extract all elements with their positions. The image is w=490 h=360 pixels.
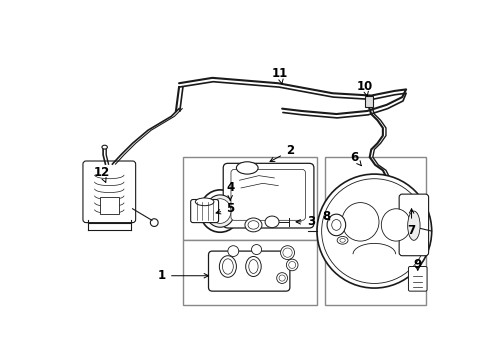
- Ellipse shape: [251, 244, 262, 255]
- Ellipse shape: [249, 260, 258, 274]
- Ellipse shape: [279, 275, 285, 281]
- FancyBboxPatch shape: [209, 251, 290, 291]
- FancyBboxPatch shape: [223, 163, 314, 228]
- Text: 10: 10: [357, 80, 373, 96]
- Bar: [365, 95, 373, 107]
- Ellipse shape: [321, 179, 427, 283]
- Text: 4: 4: [226, 181, 234, 200]
- Ellipse shape: [245, 218, 262, 232]
- FancyBboxPatch shape: [231, 170, 305, 220]
- Ellipse shape: [337, 237, 348, 244]
- Ellipse shape: [408, 211, 420, 240]
- Text: 5: 5: [216, 202, 234, 215]
- Ellipse shape: [289, 261, 295, 269]
- Text: 12: 12: [94, 166, 110, 183]
- Bar: [183, 239, 317, 305]
- Ellipse shape: [205, 195, 235, 227]
- Ellipse shape: [209, 199, 231, 223]
- Ellipse shape: [200, 190, 240, 232]
- Ellipse shape: [228, 246, 239, 256]
- Ellipse shape: [283, 248, 292, 257]
- Ellipse shape: [265, 216, 279, 228]
- Ellipse shape: [220, 256, 236, 277]
- Bar: [183, 157, 317, 239]
- Bar: [100, 197, 119, 214]
- Ellipse shape: [342, 203, 379, 241]
- Ellipse shape: [332, 220, 341, 230]
- FancyBboxPatch shape: [399, 194, 429, 256]
- Text: 11: 11: [271, 67, 288, 84]
- Ellipse shape: [277, 273, 288, 283]
- Text: 3: 3: [296, 215, 315, 228]
- Text: 6: 6: [350, 150, 361, 166]
- Ellipse shape: [248, 221, 259, 229]
- FancyBboxPatch shape: [409, 266, 427, 291]
- Ellipse shape: [340, 238, 345, 242]
- Bar: [325, 157, 425, 305]
- Ellipse shape: [286, 259, 298, 271]
- Text: 8: 8: [322, 210, 330, 223]
- Ellipse shape: [317, 174, 432, 288]
- Ellipse shape: [281, 246, 294, 260]
- Text: 9: 9: [414, 258, 422, 271]
- Ellipse shape: [102, 145, 107, 149]
- Text: 2: 2: [270, 144, 294, 162]
- Ellipse shape: [327, 214, 345, 236]
- Ellipse shape: [245, 256, 261, 276]
- Text: 7: 7: [408, 209, 416, 237]
- Ellipse shape: [196, 198, 214, 206]
- Ellipse shape: [381, 209, 411, 241]
- FancyBboxPatch shape: [83, 161, 136, 222]
- Text: 1: 1: [158, 269, 209, 282]
- Ellipse shape: [222, 259, 233, 274]
- Ellipse shape: [236, 162, 258, 174]
- FancyBboxPatch shape: [191, 199, 219, 222]
